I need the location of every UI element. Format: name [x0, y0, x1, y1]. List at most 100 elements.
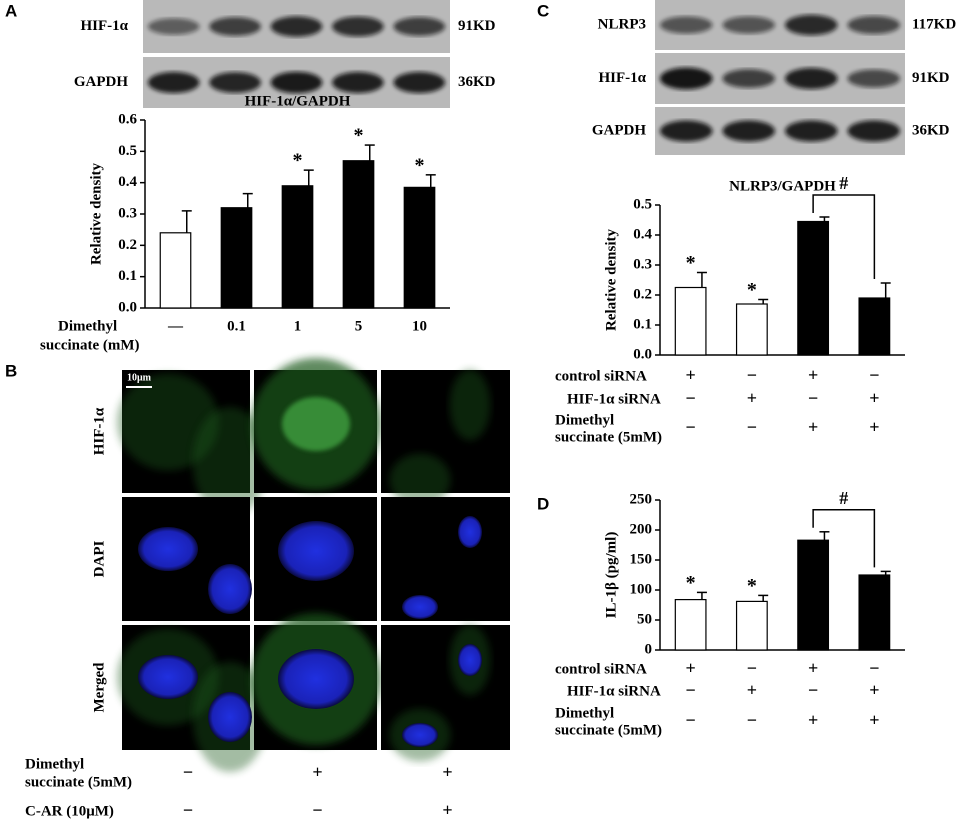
y-tick-label: 250 [630, 491, 653, 507]
condition-mark: + [808, 365, 818, 385]
blot-band [332, 71, 384, 94]
condition-label: Dimethyl [25, 756, 84, 772]
y-tick-label: 100 [630, 581, 653, 597]
condition-mark: − [685, 388, 695, 408]
condition-label: control siRNA [555, 661, 647, 677]
bar [220, 207, 253, 309]
nucleus [278, 521, 354, 581]
condition-mark: + [312, 762, 322, 782]
condition-mark: + [747, 388, 757, 408]
significance-mark: * [747, 575, 757, 597]
blot-band [147, 71, 200, 94]
green-signal [389, 453, 451, 507]
condition-mark: − [747, 710, 757, 730]
condition-mark: − [685, 680, 695, 700]
nucleus [402, 595, 438, 619]
y-tick-label: 50 [637, 611, 652, 627]
row-label: Merged [91, 662, 107, 713]
condition-mark: + [442, 762, 452, 782]
significance-mark: * [747, 279, 757, 301]
bar [674, 598, 707, 651]
blot-band [209, 17, 261, 36]
significance-mark: * [686, 252, 696, 274]
condition-label: succinate (5mM) [555, 722, 662, 738]
bracket-label: # [839, 488, 848, 508]
chart-title: HIF-1α/GAPDH [245, 93, 351, 109]
bracket [812, 509, 876, 568]
x-tick-label: 1 [294, 318, 302, 334]
blot-band [722, 16, 775, 34]
condition-mark: − [869, 365, 879, 385]
significance-mark: * [686, 572, 696, 594]
y-axis-label: IL-1β (pg/ml) [603, 532, 619, 619]
bar [674, 286, 707, 356]
condition-mark: − [747, 658, 757, 678]
condition-mark: + [442, 800, 452, 820]
x-tick-label: 5 [355, 318, 363, 334]
blot-size: 36KD [458, 74, 496, 90]
y-tick-label: 0.6 [118, 111, 137, 127]
bar [159, 232, 192, 309]
bar [403, 186, 436, 309]
y-tick-label: 0 [645, 641, 653, 657]
blot-band [393, 17, 446, 36]
y-tick-label: 0.2 [633, 286, 652, 302]
blot-band [270, 16, 323, 37]
bracket-label: # [839, 173, 848, 193]
significance-mark: * [293, 150, 303, 172]
blot-band [847, 69, 900, 88]
blot-size: 117KD [912, 16, 956, 32]
micrograph [381, 497, 510, 621]
condition-mark: + [869, 710, 879, 730]
blot-band [722, 69, 775, 88]
condition-mark: + [685, 365, 695, 385]
condition-label: succinate (5mM) [25, 774, 132, 790]
bar [797, 220, 830, 356]
y-tick-label: 0.1 [118, 268, 137, 284]
condition-label: control siRNA [555, 368, 647, 384]
condition-mark: + [747, 680, 757, 700]
x-axis-label: Dimethyl [58, 318, 117, 334]
condition-mark: − [183, 800, 193, 820]
y-tick-label: 0.1 [633, 316, 652, 332]
bar [797, 539, 830, 651]
scale-bar-label: 10μm [127, 372, 152, 383]
bar [735, 303, 768, 356]
y-tick-label: 0.3 [118, 205, 137, 221]
panel-letter: D [537, 494, 549, 513]
bar [735, 600, 768, 651]
nucleus [208, 564, 252, 614]
nucleus [402, 723, 438, 747]
bar [858, 297, 891, 356]
condition-mark: + [869, 417, 879, 437]
blot-band [393, 71, 446, 94]
y-tick-label: 0.0 [118, 299, 137, 315]
significance-mark: * [415, 154, 425, 176]
condition-mark: + [869, 680, 879, 700]
condition-label: C-AR (10μM) [25, 803, 114, 819]
condition-mark: + [869, 388, 879, 408]
bar [858, 574, 891, 651]
blot-size: 36KD [912, 122, 950, 138]
blot-band [660, 67, 713, 90]
condition-label: HIF-1α siRNA [567, 683, 661, 699]
significance-mark: * [354, 125, 364, 147]
condition-mark: − [685, 417, 695, 437]
blot-band [785, 120, 838, 142]
row-label: DAPI [91, 541, 107, 578]
nucleus [458, 516, 482, 548]
y-tick-label: 200 [630, 521, 653, 537]
condition-label: Dimethyl [555, 412, 614, 428]
x-tick-label: 10 [412, 318, 427, 334]
blot-band [270, 71, 323, 94]
condition-mark: − [869, 658, 879, 678]
blot-band [660, 16, 713, 34]
blot-label: NLRP3 [598, 16, 646, 32]
bracket [812, 194, 876, 279]
blot-band [147, 18, 200, 35]
condition-mark: − [808, 388, 818, 408]
condition-mark: + [685, 658, 695, 678]
x-axis-label: succinate (mM) [40, 337, 140, 353]
